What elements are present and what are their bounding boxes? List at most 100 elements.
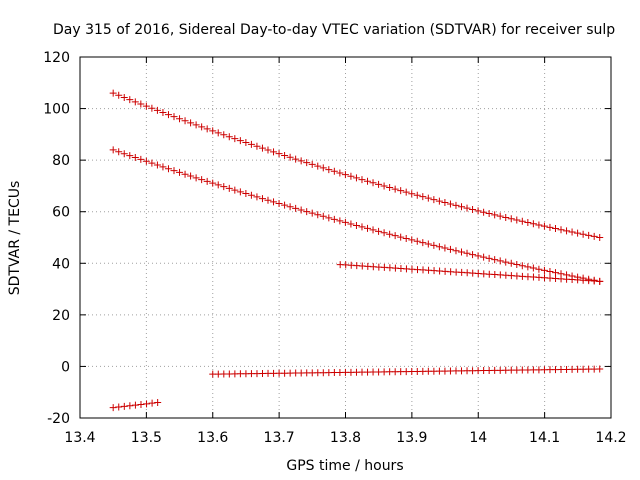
data-point	[220, 131, 228, 139]
data-point	[375, 227, 383, 235]
data-point	[120, 402, 128, 410]
data-point	[524, 219, 532, 227]
data-series	[109, 89, 604, 412]
data-point	[148, 104, 156, 112]
data-point	[126, 402, 134, 410]
series-track-3	[336, 261, 604, 285]
data-point	[308, 209, 316, 217]
series-track-4	[209, 365, 604, 378]
data-point	[402, 234, 410, 242]
data-point	[474, 252, 482, 260]
data-point	[380, 229, 388, 237]
data-point	[579, 230, 587, 238]
data-point	[408, 190, 416, 198]
data-point	[529, 264, 537, 272]
data-point	[336, 169, 344, 177]
data-point	[524, 263, 532, 271]
data-point	[115, 403, 123, 411]
data-point	[540, 266, 548, 274]
data-point	[192, 121, 200, 129]
chart-title: Day 315 of 2016, Sidereal Day-to-day VTE…	[53, 22, 615, 38]
x-tick-label: 14.2	[595, 430, 626, 446]
x-tick-label: 13.7	[264, 430, 295, 446]
data-point	[369, 226, 377, 234]
data-point	[115, 148, 123, 156]
data-point	[469, 206, 477, 214]
data-point	[192, 174, 200, 182]
data-point	[176, 168, 184, 176]
data-point	[413, 237, 421, 245]
data-point	[491, 256, 499, 264]
data-point	[176, 115, 184, 123]
data-point	[209, 179, 217, 187]
data-point	[109, 404, 117, 412]
data-point	[502, 258, 510, 266]
data-point	[364, 177, 372, 185]
data-point	[358, 176, 366, 184]
data-point	[568, 228, 576, 236]
data-point	[297, 157, 305, 165]
data-point	[164, 165, 172, 173]
data-point	[330, 215, 338, 223]
data-point	[308, 160, 316, 168]
y-tick-label: 120	[43, 50, 70, 66]
data-point	[535, 221, 543, 229]
data-point	[142, 157, 150, 165]
data-point	[480, 253, 488, 261]
data-point	[209, 127, 217, 135]
data-point	[441, 199, 449, 207]
data-point	[446, 200, 454, 208]
data-point	[253, 142, 261, 150]
data-point	[386, 184, 394, 192]
x-tick-label: 13.6	[197, 430, 228, 446]
data-point	[214, 181, 222, 189]
data-point	[148, 399, 156, 407]
data-point	[551, 269, 559, 277]
data-point	[220, 183, 228, 191]
y-tick-label: 100	[43, 102, 70, 118]
data-point	[435, 197, 443, 205]
y-tick-label: 40	[52, 256, 70, 272]
x-tick-label: 13.5	[131, 430, 162, 446]
data-point	[496, 257, 504, 265]
data-point	[518, 217, 526, 225]
data-point	[513, 216, 521, 224]
x-axis-label: GPS time / hours	[286, 458, 403, 474]
y-tick-labels: -20 0 20 40 60 80 100 120	[43, 50, 70, 427]
y-tick-label: 80	[52, 153, 70, 169]
data-point	[242, 139, 250, 147]
data-point	[352, 174, 360, 182]
data-point	[574, 229, 582, 237]
data-point	[275, 200, 283, 208]
data-point	[452, 201, 460, 209]
data-point	[457, 248, 465, 256]
data-point	[164, 111, 172, 119]
data-point	[137, 100, 145, 108]
data-point	[225, 133, 233, 141]
data-point	[236, 137, 244, 145]
data-point	[380, 182, 388, 190]
data-point	[264, 196, 272, 204]
data-point	[507, 259, 515, 267]
data-point	[236, 188, 244, 196]
data-point	[413, 191, 421, 199]
x-tick-label: 14	[469, 430, 487, 446]
data-point	[364, 224, 372, 232]
y-tick-label: -20	[47, 411, 70, 427]
data-point	[585, 231, 593, 239]
data-point	[419, 239, 427, 247]
data-point	[386, 230, 394, 238]
data-point	[546, 223, 554, 231]
data-point	[518, 262, 526, 270]
data-point	[286, 153, 294, 161]
data-point	[126, 96, 134, 104]
data-point	[225, 184, 233, 192]
data-point	[126, 152, 134, 160]
data-point	[153, 161, 161, 169]
data-point	[143, 400, 151, 408]
data-point	[435, 243, 443, 251]
data-point	[563, 227, 571, 235]
data-point	[358, 223, 366, 231]
data-point	[314, 211, 322, 219]
data-point	[253, 193, 261, 201]
